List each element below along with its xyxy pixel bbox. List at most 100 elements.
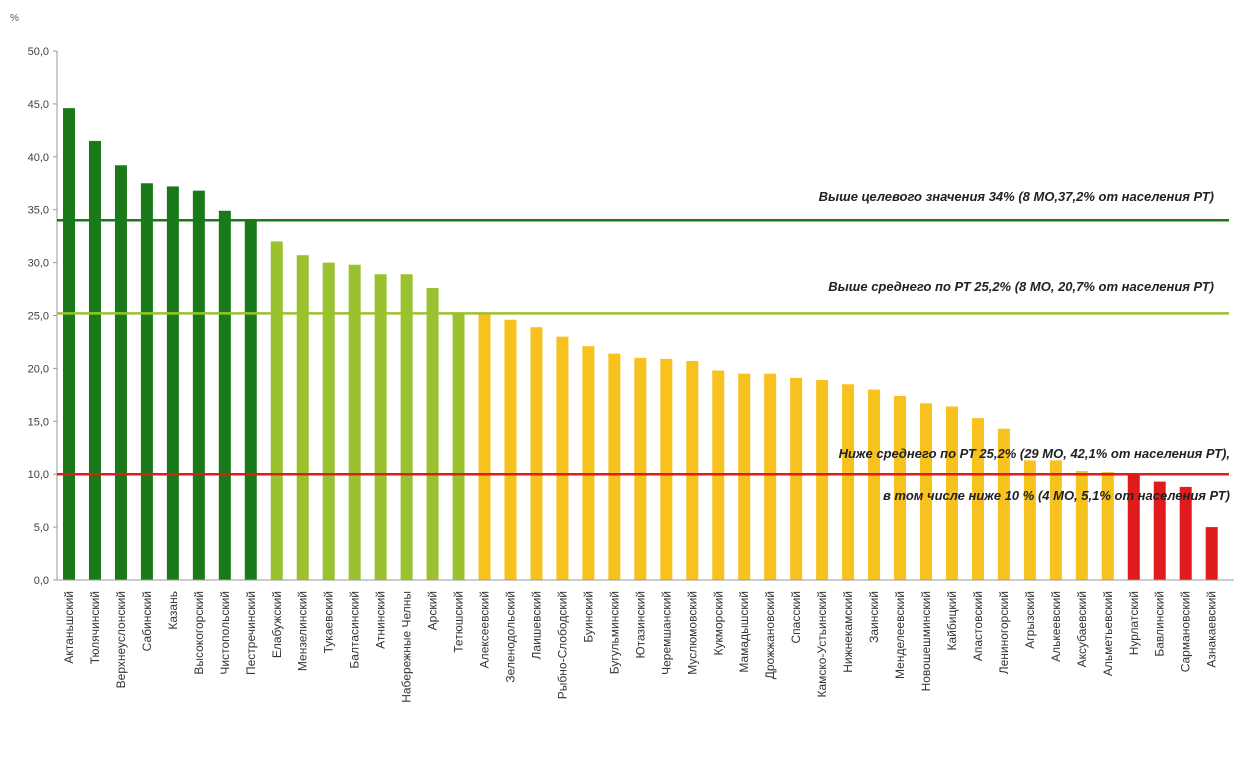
x-tick-label: Актаньшский	[62, 591, 76, 664]
x-tick-label: Новошешминский	[919, 591, 933, 691]
bar	[582, 346, 595, 580]
x-tick-label: Кайбицкий	[945, 591, 959, 650]
bar	[426, 287, 439, 580]
x-tick-label: Арский	[426, 591, 440, 630]
annotation-below-ten: в том числе ниже 10 % (4 МО, 5,1% от нас…	[883, 488, 1230, 503]
y-unit-label: %	[10, 13, 19, 24]
bar	[192, 190, 205, 580]
bar	[322, 262, 335, 580]
x-tick-label: Алькеевский	[1049, 591, 1063, 662]
x-tick-label: Менделеевский	[893, 591, 907, 679]
x-tick-label: Мамадышский	[737, 591, 751, 673]
bar	[1153, 481, 1166, 580]
bar	[1179, 486, 1192, 580]
bar	[945, 406, 958, 580]
bar	[764, 373, 777, 580]
y-tick-label: 50,0	[28, 46, 49, 58]
x-tick-label: Аксубаевский	[1075, 591, 1089, 667]
x-tick-label: Дрожжановский	[763, 591, 777, 679]
bar	[1205, 527, 1218, 580]
x-tick-label: Черемшанский	[659, 591, 673, 675]
x-tick-label: Апастовский	[971, 591, 985, 661]
x-tick-label: Камско-Устьинский	[815, 591, 829, 698]
bar	[1049, 460, 1062, 580]
x-tick-label: Нурлатский	[1127, 591, 1141, 655]
x-tick-label: Балтасинский	[348, 591, 362, 669]
x-tick-label: Бугульминский	[607, 591, 621, 674]
y-tick-label: 10,0	[28, 469, 49, 481]
bar	[1075, 471, 1088, 580]
y-tick-label: 40,0	[28, 152, 49, 164]
bar	[88, 140, 101, 580]
annotation-average: Выше среднего по РТ 25,2% (8 МО, 20,7% о…	[828, 279, 1214, 294]
x-tick-label: Высокогорский	[192, 591, 206, 675]
x-axis: Актаньшский Тюлячинский Верхнеуслонский Саб…	[57, 579, 1234, 703]
x-tick-label: Пестречинский	[244, 591, 258, 675]
x-tick-label: Буинский	[581, 591, 595, 643]
bar	[868, 389, 881, 580]
bar	[608, 353, 621, 580]
x-tick-label: Лаишевский	[529, 591, 543, 659]
y-tick-label: 0,0	[34, 575, 49, 587]
bar	[270, 241, 283, 580]
bar	[920, 403, 933, 580]
x-tick-label: Сабинский	[140, 591, 154, 651]
bar	[997, 428, 1010, 580]
bar	[634, 357, 647, 580]
x-tick-label: Казань	[166, 591, 180, 630]
x-tick-label: Чистопольский	[218, 591, 232, 675]
y-tick-label: 20,0	[28, 363, 49, 375]
x-tick-label: Мензелинский	[296, 591, 310, 671]
bar	[504, 319, 517, 580]
y-tick-label: 25,0	[28, 311, 49, 323]
bar	[114, 165, 127, 580]
bar	[478, 314, 491, 580]
annotation-below-average: Ниже среднего по РТ 25,2% (29 МО, 42,1% …	[839, 446, 1230, 461]
bar	[452, 313, 465, 580]
x-tick-label: Азнакаевский	[1205, 591, 1219, 668]
y-tick-label: 45,0	[28, 99, 49, 111]
x-tick-label: Тюлячинский	[88, 591, 102, 664]
bar	[790, 377, 803, 580]
x-tick-label: Альметьевский	[1101, 591, 1115, 676]
x-tick-label: Муслюмовский	[685, 591, 699, 675]
bar	[348, 264, 361, 580]
y-axis: 0,0 5,0 10,0 15,0 20,0 25,0 30,0 35,0 40,0 45,0 50…	[28, 46, 58, 587]
bar	[374, 274, 387, 580]
bar	[63, 108, 75, 580]
x-tick-label: Алексеевский	[478, 591, 492, 668]
y-tick-label: 30,0	[28, 258, 49, 270]
x-tick-label: Тукаевский	[322, 591, 336, 653]
x-tick-label: Зеленодольский	[503, 591, 517, 683]
bar	[530, 327, 543, 580]
bar	[686, 360, 699, 580]
x-tick-label: Агрызский	[1023, 591, 1037, 649]
x-tick-label: Бавлинский	[1153, 591, 1167, 657]
x-tick-label: Спасский	[789, 591, 803, 644]
y-tick-label: 35,0	[28, 205, 49, 217]
bar	[244, 219, 257, 580]
bar	[218, 210, 231, 580]
bar	[816, 380, 829, 580]
y-tick-label: 15,0	[28, 416, 49, 428]
x-tick-label: Атнинский	[374, 591, 388, 649]
x-tick-label: Лениногорский	[997, 591, 1011, 674]
x-tick-label: Нижнекамский	[841, 591, 855, 673]
bar	[140, 183, 153, 580]
bar	[1023, 460, 1036, 580]
bars-group	[63, 108, 1218, 581]
x-tick-label: Набережные Челны	[400, 591, 414, 703]
annotations: Выше целевого значения 34% (8 МО,37,2% о…	[819, 189, 1230, 503]
bar	[660, 358, 673, 580]
x-tick-label: Елабужский	[270, 591, 284, 658]
bar	[971, 418, 984, 580]
x-tick-label: Тетюшский	[452, 591, 466, 653]
bar	[296, 255, 309, 580]
bar	[738, 373, 751, 580]
reference-lines	[57, 219, 1229, 476]
x-tick-label: Рыбно-Слободский	[555, 591, 569, 699]
bar	[400, 274, 413, 580]
bar	[166, 186, 179, 581]
x-tick-label: Заинский	[867, 591, 881, 643]
